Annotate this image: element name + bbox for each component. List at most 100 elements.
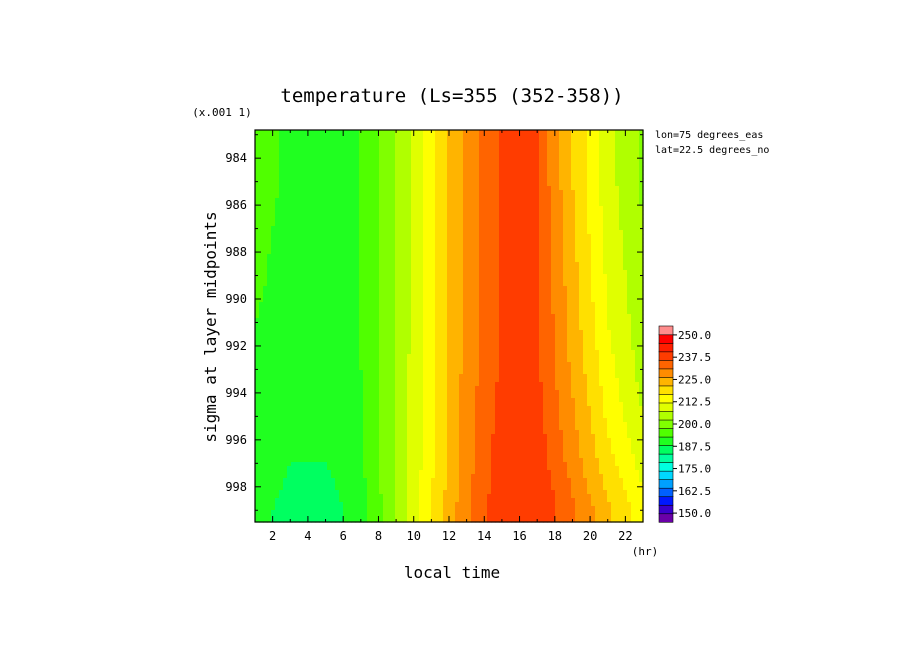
contour-cell	[507, 242, 512, 247]
contour-cell	[259, 246, 264, 251]
contour-cell	[303, 158, 308, 163]
contour-cell	[591, 274, 596, 279]
contour-cell	[303, 150, 308, 155]
contour-cell	[287, 238, 292, 243]
contour-cell	[459, 306, 464, 311]
contour-cell	[331, 258, 336, 263]
contour-cell	[535, 142, 540, 147]
contour-cell	[603, 238, 608, 243]
contour-cell	[291, 326, 296, 331]
contour-cell	[439, 298, 444, 303]
contour-cell	[555, 226, 560, 231]
contour-cell	[479, 274, 484, 279]
contour-cell	[303, 278, 308, 283]
contour-cell	[575, 302, 580, 307]
contour-cell	[523, 302, 528, 307]
contour-cell	[343, 322, 348, 327]
contour-cell	[479, 218, 484, 223]
contour-cell	[535, 258, 540, 263]
contour-cell	[323, 162, 328, 167]
contour-cell	[339, 142, 344, 147]
contour-cell	[383, 178, 388, 183]
contour-cell	[499, 282, 504, 287]
contour-cell	[531, 266, 536, 271]
contour-cell	[611, 150, 616, 155]
contour-cell	[327, 158, 332, 163]
contour-cell	[491, 302, 496, 307]
contour-cell	[267, 146, 272, 151]
contour-cell	[407, 222, 412, 227]
contour-cell	[307, 174, 312, 179]
contour-cell	[387, 214, 392, 219]
contour-cell	[279, 322, 284, 327]
contour-cell	[519, 150, 524, 155]
contour-cell	[535, 186, 540, 191]
contour-cell	[423, 222, 428, 227]
contour-fill	[255, 130, 644, 523]
contour-cell	[463, 130, 468, 135]
contour-cell	[363, 206, 368, 211]
contour-cell	[607, 206, 612, 211]
contour-cell	[363, 250, 368, 255]
contour-cell	[295, 158, 300, 163]
contour-cell	[403, 194, 408, 199]
contour-cell	[415, 150, 420, 155]
contour-cell	[311, 162, 316, 167]
contour-cell	[551, 290, 556, 295]
contour-cell	[367, 306, 372, 311]
contour-cell	[335, 234, 340, 239]
contour-cell	[563, 214, 568, 219]
contour-cell	[507, 230, 512, 235]
contour-cell	[507, 154, 512, 159]
contour-cell	[487, 146, 492, 151]
contour-cell	[323, 230, 328, 235]
contour-cell	[587, 214, 592, 219]
contour-cell	[403, 206, 408, 211]
contour-cell	[495, 270, 500, 275]
contour-cell	[527, 190, 532, 195]
contour-cell	[267, 326, 272, 331]
contour-cell	[567, 182, 572, 187]
contour-cell	[379, 278, 384, 283]
contour-cell	[327, 266, 332, 271]
contour-cell	[347, 230, 352, 235]
contour-cell	[279, 178, 284, 183]
contour-cell	[511, 226, 516, 231]
contour-cell	[619, 258, 624, 263]
contour-cell	[351, 194, 356, 199]
contour-cell	[511, 246, 516, 251]
contour-cell	[347, 214, 352, 219]
contour-cell	[579, 182, 584, 187]
contour-cell	[315, 142, 320, 147]
contour-cell	[383, 238, 388, 243]
contour-cell	[399, 162, 404, 167]
contour-cell	[267, 226, 272, 231]
contour-cell	[275, 258, 280, 263]
contour-cell	[267, 290, 272, 295]
contour-cell	[295, 202, 300, 207]
contour-cell	[571, 326, 576, 331]
contour-cell	[315, 134, 320, 139]
contour-cell	[507, 198, 512, 203]
contour-cell	[303, 146, 308, 151]
contour-cell	[275, 202, 280, 207]
contour-cell	[627, 242, 632, 247]
contour-cell	[375, 258, 380, 263]
contour-cell	[435, 242, 440, 247]
contour-cell	[283, 286, 288, 291]
contour-cell	[363, 310, 368, 315]
contour-cell	[355, 234, 360, 239]
contour-cell	[475, 302, 480, 307]
contour-cell	[607, 246, 612, 251]
contour-cell	[331, 298, 336, 303]
contour-cell	[383, 154, 388, 159]
contour-cell	[615, 258, 620, 263]
contour-cell	[603, 298, 608, 303]
contour-cell	[291, 178, 296, 183]
contour-cell	[435, 194, 440, 199]
contour-cell	[623, 258, 628, 263]
contour-cell	[491, 174, 496, 179]
contour-cell	[435, 230, 440, 235]
contour-cell	[575, 202, 580, 207]
contour-cell	[495, 138, 500, 143]
